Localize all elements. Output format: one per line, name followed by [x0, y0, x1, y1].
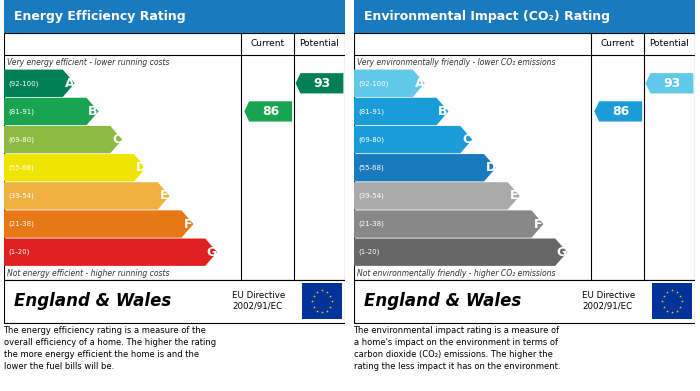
Text: (92-100): (92-100)	[358, 80, 389, 86]
Bar	[4, 33, 345, 280]
Text: The environmental impact rating is a measure of
a home's impact on the environme: The environmental impact rating is a mea…	[354, 326, 560, 371]
Polygon shape	[354, 210, 543, 238]
Text: E: E	[510, 189, 519, 203]
Text: Not environmentally friendly - higher CO₂ emissions: Not environmentally friendly - higher CO…	[357, 269, 555, 278]
Text: Potential: Potential	[650, 39, 690, 48]
Text: Potential: Potential	[300, 39, 339, 48]
Polygon shape	[594, 101, 642, 122]
Text: The energy efficiency rating is a measure of the
overall efficiency of a home. T: The energy efficiency rating is a measur…	[4, 326, 216, 371]
Bar	[354, 280, 695, 323]
Polygon shape	[354, 126, 472, 153]
Text: G: G	[206, 246, 217, 259]
Text: Current: Current	[251, 39, 284, 48]
Text: (39-54): (39-54)	[358, 193, 384, 199]
Bar	[4, 280, 345, 323]
Text: (69-80): (69-80)	[358, 136, 384, 143]
Polygon shape	[4, 70, 75, 97]
Text: (39-54): (39-54)	[8, 193, 34, 199]
Polygon shape	[354, 239, 567, 266]
Text: (21-38): (21-38)	[358, 221, 384, 227]
Text: England & Wales: England & Wales	[364, 292, 521, 310]
Text: E: E	[160, 189, 169, 203]
Text: (1-20): (1-20)	[358, 249, 380, 255]
Polygon shape	[4, 126, 122, 153]
Text: England & Wales: England & Wales	[14, 292, 171, 310]
Bar	[354, 0, 695, 33]
Text: F: F	[534, 217, 542, 231]
Text: B: B	[438, 105, 448, 118]
Text: Very environmentally friendly - lower CO₂ emissions: Very environmentally friendly - lower CO…	[357, 57, 555, 67]
Text: D: D	[485, 161, 496, 174]
Polygon shape	[354, 182, 519, 210]
Text: 86: 86	[612, 105, 629, 118]
Text: Environmental Impact (CO₂) Rating: Environmental Impact (CO₂) Rating	[364, 10, 610, 23]
Text: (92-100): (92-100)	[8, 80, 39, 86]
Polygon shape	[354, 154, 496, 181]
Polygon shape	[354, 70, 425, 97]
Text: A: A	[64, 77, 74, 90]
Polygon shape	[295, 73, 344, 93]
Text: 86: 86	[262, 105, 279, 118]
Text: (1-20): (1-20)	[8, 249, 30, 255]
Polygon shape	[4, 154, 146, 181]
Text: Very energy efficient - lower running costs: Very energy efficient - lower running co…	[7, 57, 169, 67]
Text: Energy Efficiency Rating: Energy Efficiency Rating	[14, 10, 186, 23]
Text: (81-91): (81-91)	[8, 108, 34, 115]
Text: EU Directive
2002/91/EC: EU Directive 2002/91/EC	[582, 291, 636, 311]
Text: 93: 93	[314, 77, 330, 90]
Bar	[354, 33, 695, 280]
Text: (21-38): (21-38)	[8, 221, 34, 227]
Bar	[652, 283, 692, 319]
Text: Not energy efficient - higher running costs: Not energy efficient - higher running co…	[7, 269, 169, 278]
Text: 93: 93	[664, 77, 680, 90]
Text: Current: Current	[601, 39, 634, 48]
Polygon shape	[354, 98, 449, 125]
Text: B: B	[88, 105, 98, 118]
Text: (81-91): (81-91)	[358, 108, 384, 115]
Text: (69-80): (69-80)	[8, 136, 34, 143]
Polygon shape	[4, 98, 99, 125]
Polygon shape	[4, 210, 193, 238]
Polygon shape	[4, 239, 217, 266]
Text: G: G	[556, 246, 567, 259]
Text: C: C	[462, 133, 471, 146]
Bar	[302, 283, 342, 319]
Bar	[4, 0, 345, 33]
Text: D: D	[135, 161, 146, 174]
Text: F: F	[184, 217, 192, 231]
Text: A: A	[414, 77, 424, 90]
Polygon shape	[244, 101, 292, 122]
Text: (55-68): (55-68)	[8, 165, 34, 171]
Text: (55-68): (55-68)	[358, 165, 384, 171]
Polygon shape	[4, 182, 169, 210]
Polygon shape	[645, 73, 694, 93]
Text: C: C	[112, 133, 121, 146]
Text: EU Directive
2002/91/EC: EU Directive 2002/91/EC	[232, 291, 286, 311]
